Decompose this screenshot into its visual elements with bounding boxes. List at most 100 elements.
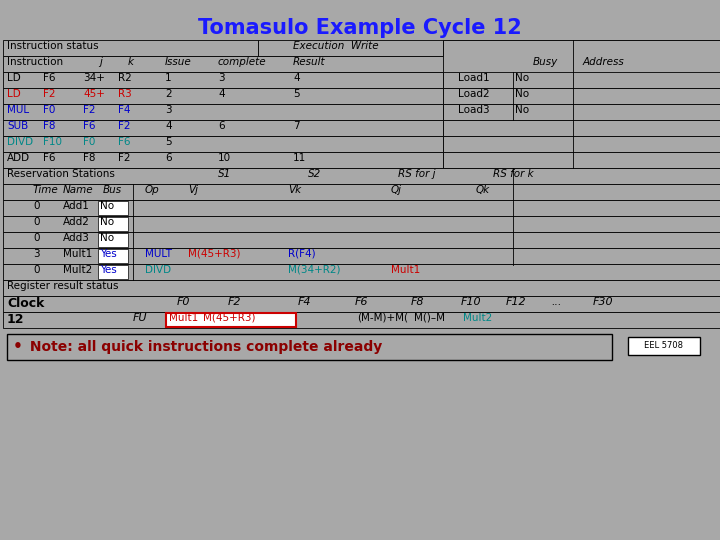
- Text: No: No: [515, 73, 529, 83]
- Bar: [3, 200, 720, 216]
- Text: Add2: Add2: [63, 217, 90, 227]
- Text: Bus: Bus: [103, 185, 122, 195]
- Bar: [3, 120, 443, 136]
- Text: complete: complete: [218, 57, 266, 67]
- Text: F2: F2: [83, 105, 96, 115]
- Bar: [3, 40, 258, 56]
- Bar: [443, 40, 720, 168]
- Text: R3: R3: [118, 89, 132, 99]
- Text: Yes: Yes: [100, 249, 117, 259]
- Text: Vj: Vj: [188, 185, 198, 195]
- Text: 34+: 34+: [83, 73, 105, 83]
- Text: Issue: Issue: [165, 57, 192, 67]
- Bar: [3, 104, 443, 120]
- Text: Qj: Qj: [391, 185, 402, 195]
- Text: DIVD: DIVD: [145, 265, 171, 275]
- Text: Mult1: Mult1: [63, 249, 92, 259]
- Bar: [3, 184, 720, 200]
- Text: No: No: [515, 105, 529, 115]
- Text: LD: LD: [7, 89, 21, 99]
- Text: Load1: Load1: [458, 73, 490, 83]
- Text: F8: F8: [43, 121, 55, 131]
- Text: Execution  Write: Execution Write: [293, 41, 379, 51]
- Text: 3: 3: [33, 249, 40, 259]
- Text: MUL: MUL: [7, 105, 29, 115]
- Text: F6: F6: [355, 297, 369, 307]
- Bar: [443, 120, 720, 136]
- Text: F2: F2: [118, 153, 130, 163]
- Text: ADD: ADD: [7, 153, 30, 163]
- Text: F4: F4: [298, 297, 312, 307]
- Text: Load2: Load2: [458, 89, 490, 99]
- Text: Address: Address: [583, 57, 625, 67]
- Text: 0: 0: [33, 233, 40, 243]
- Text: Instruction: Instruction: [7, 57, 63, 67]
- Text: S2: S2: [308, 169, 321, 179]
- Bar: [3, 232, 720, 248]
- Text: (M-M)+M(: (M-M)+M(: [357, 313, 408, 323]
- Text: R2: R2: [118, 73, 132, 83]
- Text: F30: F30: [593, 297, 613, 307]
- Bar: [3, 296, 720, 312]
- Text: Clock: Clock: [7, 297, 45, 310]
- Text: 45+: 45+: [83, 89, 105, 99]
- Text: Tomasulo Example Cycle 12: Tomasulo Example Cycle 12: [198, 18, 522, 38]
- Bar: [443, 72, 720, 88]
- Bar: [443, 88, 720, 104]
- Text: No: No: [515, 89, 529, 99]
- Text: 10: 10: [218, 153, 231, 163]
- Bar: [3, 88, 443, 104]
- Bar: [3, 72, 443, 88]
- Bar: [443, 152, 720, 168]
- Text: j: j: [99, 57, 102, 67]
- Text: Result: Result: [293, 57, 325, 67]
- Text: MULT: MULT: [145, 249, 172, 259]
- Text: S1: S1: [218, 169, 231, 179]
- Text: Mult1: Mult1: [169, 313, 198, 323]
- Bar: [98, 249, 128, 263]
- Text: Busy: Busy: [533, 57, 558, 67]
- Text: No: No: [100, 201, 114, 211]
- Text: 1: 1: [165, 73, 171, 83]
- Text: Time: Time: [33, 185, 59, 195]
- Text: F8: F8: [83, 153, 96, 163]
- Text: FU: FU: [133, 313, 148, 323]
- Text: 4: 4: [218, 89, 225, 99]
- Text: F2: F2: [228, 297, 241, 307]
- Text: R(F4): R(F4): [288, 249, 315, 259]
- Text: k: k: [128, 57, 134, 67]
- Text: F6: F6: [43, 153, 55, 163]
- Text: 6: 6: [165, 153, 171, 163]
- Bar: [98, 217, 128, 231]
- Text: 0: 0: [33, 201, 40, 211]
- Text: F6: F6: [118, 137, 130, 147]
- Text: Register result status: Register result status: [7, 281, 119, 291]
- Bar: [3, 216, 720, 232]
- Bar: [3, 168, 720, 184]
- Text: Op: Op: [145, 185, 160, 195]
- Text: No: No: [100, 233, 114, 243]
- Text: F2: F2: [43, 89, 55, 99]
- Text: M()–M: M()–M: [414, 313, 445, 323]
- Bar: [3, 312, 720, 328]
- Bar: [166, 313, 296, 327]
- Text: Instruction status: Instruction status: [7, 41, 99, 51]
- Text: F6: F6: [43, 73, 55, 83]
- Text: Add3: Add3: [63, 233, 90, 243]
- Text: 4: 4: [165, 121, 171, 131]
- Bar: [3, 56, 720, 72]
- Bar: [7, 334, 612, 360]
- Bar: [3, 248, 720, 264]
- Text: M(45+R3): M(45+R3): [203, 313, 256, 323]
- Text: 11: 11: [293, 153, 306, 163]
- Text: No: No: [100, 217, 114, 227]
- Text: Mult1: Mult1: [391, 265, 420, 275]
- Text: Load3: Load3: [458, 105, 490, 115]
- Text: Yes: Yes: [100, 265, 117, 275]
- Text: M(34+R2): M(34+R2): [288, 265, 341, 275]
- Text: 4: 4: [293, 73, 300, 83]
- Text: 7: 7: [293, 121, 300, 131]
- Text: 0: 0: [33, 217, 40, 227]
- Text: 6: 6: [218, 121, 225, 131]
- Text: F0: F0: [177, 297, 191, 307]
